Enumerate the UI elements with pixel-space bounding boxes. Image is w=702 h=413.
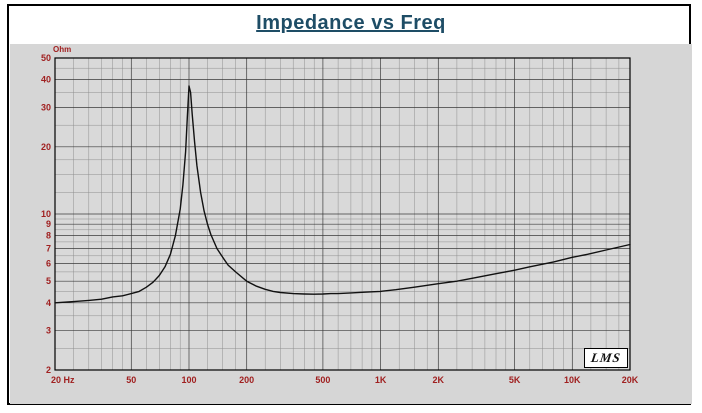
x-tick-label: 100 (181, 375, 196, 385)
plot-border (54, 57, 631, 371)
y-tick-label: 5 (46, 276, 51, 286)
impedance-curve (54, 85, 631, 304)
y-tick-label: 40 (41, 75, 51, 85)
lms-logo-text: LMS (590, 350, 622, 365)
x-tick-label: 2K (433, 375, 445, 385)
y-tick-label: 2 (46, 365, 51, 375)
y-tick-label: 50 (41, 53, 51, 63)
x-tick-label: 200 (239, 375, 254, 385)
y-tick-label: 6 (46, 259, 51, 269)
x-tick-label: 1K (375, 375, 387, 385)
x-tick-label: 50 (126, 375, 136, 385)
x-tick-label: 5K (509, 375, 521, 385)
chart-title: Impedance vs Freq (256, 12, 446, 34)
y-tick-label: 30 (41, 103, 51, 113)
x-tick-label: 10K (564, 375, 581, 385)
lms-logo: LMS (584, 348, 628, 368)
y-tick-label: 8 (46, 231, 51, 241)
y-tick-label: 7 (46, 244, 51, 254)
y-tick-label: 10 (41, 209, 51, 219)
y-axis-unit-label: Ohm (53, 45, 72, 54)
x-tick-label: 20K (622, 375, 639, 385)
y-tick-label: 4 (46, 298, 51, 308)
x-tick-label: 500 (315, 375, 330, 385)
y-tick-label: 9 (46, 219, 51, 229)
x-tick-label: 20 Hz (51, 375, 75, 385)
y-tick-label: 3 (46, 326, 51, 336)
y-tick-label: 20 (41, 142, 51, 152)
